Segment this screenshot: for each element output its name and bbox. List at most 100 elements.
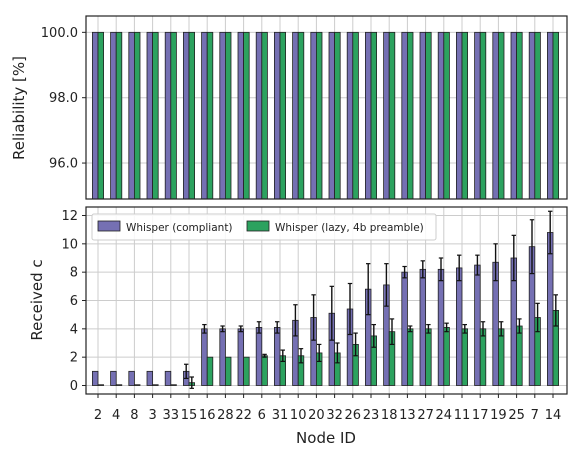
x-tick-label: 14 [545,408,562,423]
bottom-bar-lazy-3 [152,384,159,386]
bottom-x-axis-label: Node ID [296,429,356,447]
bottom-bar-compliant-33 [164,370,172,386]
top-y-tick-label: 100.0 [41,26,78,41]
bottom-y-ticks: 0 2 4 6 8 10 12 [61,209,86,394]
top-bar-compliant-15 [182,31,190,200]
x-tick-label: 24 [436,408,453,423]
top-bar-compliant-27 [419,31,426,200]
top-bar-lazy-23 [370,31,377,200]
bottom-y-tick-label: 12 [61,209,78,224]
x-tick-label: 33 [163,408,180,423]
top-bar-compliant-24 [437,31,445,200]
x-tick-label: 19 [490,408,507,423]
top-bar-lazy-33 [170,31,177,200]
bottom-bar-lazy-2 [97,384,104,386]
x-tick-label: 10 [290,408,307,423]
bottom-y-tick-label: 8 [70,266,78,281]
top-y-axis-label: Reliability [%] [10,56,28,160]
top-bar-lazy-2 [97,31,104,200]
x-tick-label: 18 [381,408,398,423]
top-bar-compliant-33 [164,31,172,200]
top-y-tick-label: 96.0 [49,157,78,172]
top-bar-lazy-18 [388,31,396,200]
x-tick-label: 23 [363,408,380,423]
x-tick-label: 32 [326,408,343,423]
top-bar-compliant-11 [455,31,463,200]
top-bar-lazy-24 [443,31,450,200]
legend-label-lazy: Whisper (lazy, 4b preamble) [275,222,424,234]
top-bar-compliant-16 [201,31,208,200]
x-tick-label: 3 [148,408,156,423]
x-tick-label: 16 [199,408,216,423]
top-bar-compliant-31 [273,31,281,200]
x-tick-label: 28 [217,408,234,423]
top-bar-lazy-14 [552,31,559,200]
top-bar-lazy-27 [425,31,432,200]
x-tick-label: 15 [181,408,198,423]
x-tick-label: 22 [235,408,252,423]
bottom-bar-compliant-4 [110,370,117,386]
top-bar-lazy-11 [461,31,468,200]
top-bar-lazy-31 [279,31,286,200]
bottom-bar-compliant-28 [219,328,226,386]
bottom-y-tick-label: 4 [70,322,78,337]
legend: Whisper (compliant) Whisper (lazy, 4b pr… [91,213,437,241]
x-tick-label: 25 [508,408,525,423]
x-tick-label: 4 [112,408,120,423]
x-tick-label: 26 [345,408,362,423]
top-bar-lazy-25 [516,31,523,200]
bottom-bar-compliant-14 [547,232,554,386]
bottom-bar-compliant-24 [437,268,445,386]
x-tick-label: 17 [472,408,489,423]
bottom-bar-compliant-27 [419,268,426,386]
bottom-bar-lazy-4 [115,384,123,386]
top-axes-frame [85,15,568,200]
top-bar-compliant-2 [92,31,99,200]
top-bar-lazy-3 [152,31,159,200]
bottom-bar-lazy-17 [479,328,487,386]
bottom-bar-lazy-33 [170,384,177,386]
bottom-bar-lazy-22 [243,356,250,386]
x-tick-label: 20 [308,408,325,423]
bottom-y-tick-label: 2 [70,351,78,366]
top-bar-lazy-4 [115,31,123,200]
top-bar-compliant-7 [528,31,536,200]
bottom-x-ticks: 2 4 8 3 33 15 16 28 22 6 31 10 20 32 26 23 18 13 27 24 11 17 1… [94,394,561,423]
top-bar-compliant-32 [328,31,335,200]
top-bars [92,31,559,200]
bottom-y-axis-label: Received c [28,259,46,340]
bottom-bar-lazy-19 [497,328,505,386]
bottom-bar-compliant-6 [255,327,263,386]
top-bar-compliant-26 [346,31,354,200]
top-y-tick-label: 98.0 [49,91,78,106]
bottom-bar-lazy-24 [443,327,450,386]
top-bar-lazy-17 [479,31,487,200]
top-panel-reliability: 96.0 98.0 100.0 Reliability [%] [10,15,568,200]
top-bar-compliant-28 [219,31,226,200]
top-bar-compliant-4 [110,31,117,200]
bottom-bar-compliant-2 [92,370,99,386]
top-bar-lazy-20 [315,31,323,200]
bottom-y-tick-label: 10 [61,237,78,252]
x-tick-label: 31 [272,408,289,423]
x-tick-label: 7 [531,408,539,423]
top-bar-compliant-6 [255,31,263,200]
legend-swatch-compliant [97,220,121,232]
top-bar-compliant-22 [237,31,244,200]
x-tick-label: 6 [258,408,266,423]
top-bar-compliant-3 [146,31,153,200]
top-y-ticks: 96.0 98.0 100.0 [41,26,86,172]
bottom-bar-compliant-3 [146,370,153,386]
top-bar-lazy-22 [243,31,250,200]
top-bar-lazy-7 [534,31,541,200]
top-bar-lazy-13 [406,31,414,200]
x-tick-label: 27 [417,408,434,423]
bottom-bar-compliant-22 [237,328,244,386]
legend-swatch-lazy [246,220,270,232]
top-bar-lazy-15 [188,31,195,200]
top-bar-compliant-10 [292,31,299,200]
bottom-bar-compliant-8 [128,370,135,386]
bottom-bar-lazy-27 [425,328,432,386]
top-bar-compliant-19 [492,31,499,200]
